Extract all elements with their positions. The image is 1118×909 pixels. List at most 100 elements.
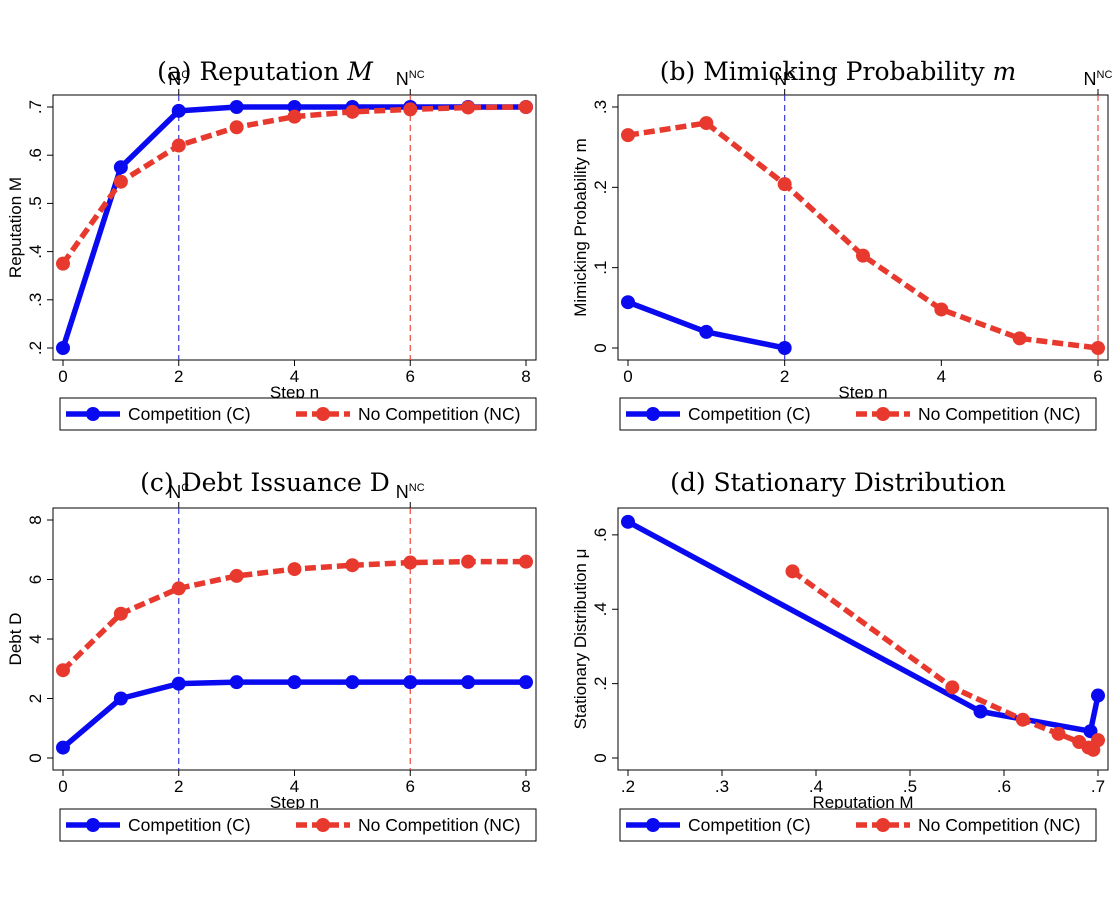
series-line-no-competition	[61, 558, 526, 673]
data-point-no-competition	[403, 555, 418, 570]
y-tick-label: .2	[591, 677, 610, 691]
y-tick-label: .4	[591, 602, 610, 616]
reference-label-main: N	[774, 69, 787, 89]
data-point-competition	[287, 100, 302, 114]
series-line-competition	[626, 519, 1101, 734]
y-tick-label: .3	[591, 100, 610, 114]
plot-frame	[617, 507, 1109, 771]
legend-marker	[876, 818, 890, 832]
data-point-no-competition	[519, 554, 533, 569]
x-tick-label: 2	[174, 777, 183, 796]
x-tick-label: 8	[521, 367, 530, 386]
y-tick-label: .7	[26, 100, 45, 114]
chart-title: (a) Reputation M	[157, 57, 374, 86]
data-point-no-competition	[113, 174, 128, 189]
x-axis-label: Step n	[838, 383, 887, 402]
chart-title: (b) Mimicking Probability m	[660, 57, 1017, 86]
data-point-no-competition	[113, 606, 128, 621]
data-point-no-competition	[345, 104, 360, 119]
y-tick-label: .2	[591, 180, 610, 194]
legend-marker	[646, 407, 660, 421]
data-point-no-competition	[945, 680, 960, 695]
reference-label-main: N	[1084, 69, 1097, 89]
x-axis-label: Step n	[270, 793, 319, 812]
x-axis-label: Reputation M	[812, 793, 913, 812]
data-point-competition	[1091, 688, 1105, 703]
chart-title: (c) Debt Issuance D	[140, 468, 390, 497]
reference-line-label: NC	[168, 482, 189, 502]
data-point-competition	[519, 675, 533, 690]
plot-frame	[52, 507, 537, 771]
y-tick-label: 0	[591, 343, 610, 352]
reference-label-sup: NC	[409, 69, 425, 81]
legend-label: Competition (C)	[688, 404, 811, 424]
x-tick-label: .4	[809, 777, 823, 796]
data-point-competition	[56, 341, 70, 355]
data-point-no-competition	[287, 562, 302, 577]
x-tick-label: 0	[58, 777, 67, 796]
x-tick-label: .5	[903, 777, 917, 796]
x-tick-label: 2	[780, 367, 789, 386]
data-point-no-competition	[171, 581, 186, 596]
reference-line-label: NNC	[396, 482, 425, 502]
x-axis-label: Step n	[270, 383, 319, 402]
x-tick-label: 4	[937, 367, 946, 386]
legend-label: No Competition (NC)	[918, 815, 1080, 835]
reference-line-label: NNC	[1084, 69, 1113, 89]
legend-label: No Competition (NC)	[358, 404, 520, 424]
data-point-no-competition	[461, 554, 476, 569]
data-point-competition	[403, 675, 418, 690]
data-point-no-competition	[777, 177, 792, 192]
legend-label: No Competition (NC)	[918, 404, 1080, 424]
data-point-no-competition	[403, 102, 418, 117]
data-point-no-competition	[1012, 331, 1027, 346]
y-axis-label: Reputation M	[6, 177, 25, 278]
y-tick-label: 0	[26, 753, 45, 762]
chart-panel-0: (a) Reputation M 0 2 4 6 8 .2 .3 .4 .5 .6 .7 Step n R…	[6, 57, 537, 431]
reference-label-sup: C	[181, 482, 189, 494]
data-point-no-competition	[699, 116, 714, 131]
x-tick-label: 0	[58, 367, 67, 386]
legend-marker	[86, 407, 100, 421]
data-point-competition	[287, 675, 302, 690]
reference-label-main: N	[396, 69, 409, 89]
data-point-competition	[973, 704, 988, 719]
y-tick-label: .6	[26, 148, 45, 162]
x-tick-label: 8	[521, 777, 530, 796]
data-point-no-competition	[1091, 733, 1105, 748]
data-point-no-competition	[519, 100, 533, 114]
data-point-competition	[113, 160, 128, 175]
reference-label-sup: C	[787, 69, 795, 81]
y-tick-label: .1	[591, 261, 610, 275]
chart-panel-2: (c) Debt Issuance D 0 2 4 6 8 0 2 4 6 8 Step n Debt …	[6, 468, 537, 842]
legend-marker	[316, 407, 330, 421]
chart-title-symbol: m	[993, 57, 1017, 86]
data-point-no-competition	[56, 256, 70, 271]
chart-title-text: (b) Mimicking Probability	[660, 57, 993, 86]
data-point-competition	[113, 691, 128, 706]
data-point-no-competition	[621, 128, 635, 143]
y-tick-label: .3	[26, 293, 45, 307]
legend-marker	[876, 407, 890, 421]
data-point-competition	[621, 514, 635, 529]
data-point-no-competition	[1051, 726, 1066, 741]
data-point-competition	[621, 295, 635, 310]
data-point-no-competition	[1091, 341, 1105, 355]
y-axis-label: Stationary Distribution μ	[571, 549, 590, 730]
data-point-no-competition	[171, 138, 186, 153]
y-tick-label: .4	[26, 245, 45, 259]
y-tick-label: 0	[591, 753, 610, 762]
reference-line-label: NC	[168, 69, 189, 89]
reference-label-main: N	[168, 69, 181, 89]
data-point-competition	[777, 341, 792, 355]
data-point-no-competition	[856, 248, 870, 263]
data-point-competition	[461, 675, 476, 690]
x-tick-label: .3	[715, 777, 729, 796]
data-point-no-competition	[229, 120, 244, 135]
reference-line-label: NNC	[396, 69, 425, 89]
x-tick-label: 6	[406, 367, 415, 386]
x-tick-label: .7	[1091, 777, 1105, 796]
x-tick-label: .2	[621, 777, 635, 796]
legend-label: Competition (C)	[128, 404, 251, 424]
